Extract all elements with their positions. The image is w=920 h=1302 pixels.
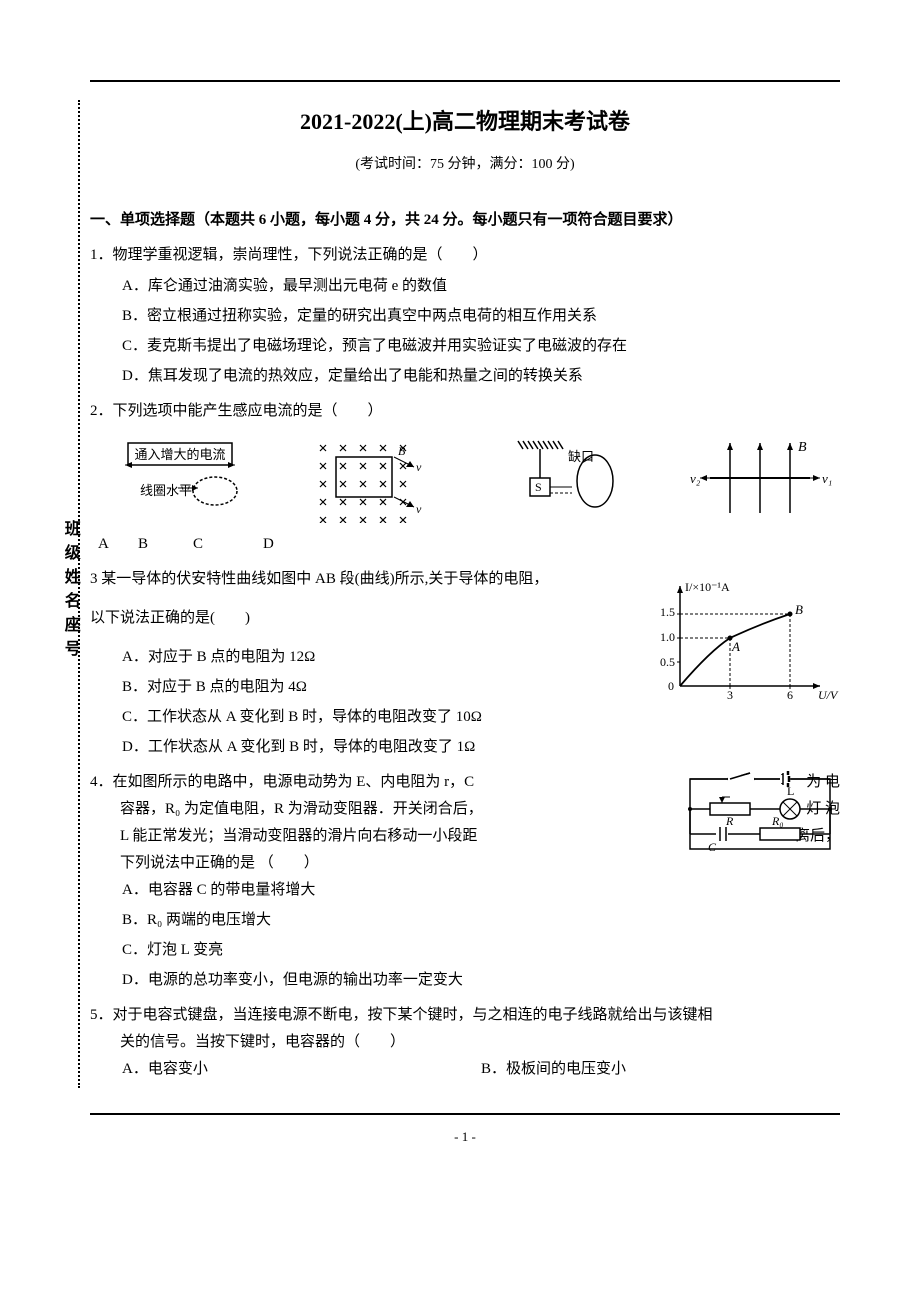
section-1-title: 一、单项选择题（本题共 6 小题，每小题 4 分，共 24 分。每小题只有一项符… [90, 207, 840, 234]
svg-text:B: B [798, 440, 807, 455]
svg-text:通入增大的电流: 通入增大的电流 [134, 447, 225, 462]
q4-line1: 4．在如图所示的电路中，电源电动势为 E、内电阻为 r，C [90, 769, 474, 796]
svg-text:R₀: R₀ [771, 814, 784, 828]
q2-options-row: A B C D [90, 531, 840, 558]
q4-option-d: D．电源的总功率变小，但电源的输出功率一定变大 [90, 967, 840, 994]
sidebar-label: 班级姓名座号 [55, 520, 84, 664]
svg-text:B: B [398, 444, 406, 458]
svg-text:0: 0 [668, 679, 674, 693]
q2-text: 2．下列选项中能产生感应电流的是（ ） [90, 398, 840, 425]
svg-text:3: 3 [727, 688, 733, 702]
q1-option-d: D．焦耳发现了电流的热效应，定量给出了电能和热量之间的转换关系 [90, 363, 840, 390]
q1-option-a: A．库仑通过油滴实验，最早测出元电荷 e 的数值 [90, 273, 840, 300]
q1-option-c: C．麦克斯韦提出了电磁场理论，预言了电磁波并用实验证实了电磁波的存在 [90, 333, 840, 360]
q3-option-c: C．工作状态从 A 变化到 B 时，导体的电阻改变了 10Ω [90, 704, 840, 731]
q2-diagram-d: B v₁ v₂ [690, 433, 840, 523]
svg-text:缺口: 缺口 [568, 449, 594, 464]
svg-text:v: v [416, 460, 422, 474]
q4-line2: 容器，R₀ 为定值电阻，R 为滑动变阻器．开关闭合后， [90, 796, 483, 823]
svg-text:1.0: 1.0 [660, 630, 675, 644]
page-title: 2021-2022(上)高二物理期末考试卷 [90, 102, 840, 142]
svg-text:线圈水平: 线圈水平 [140, 483, 192, 498]
question-3: 3 某一导体的伏安特性曲线如图中 AB 段(曲线)所示,关于导体的电阻， 以下说… [90, 566, 840, 761]
q4-option-c: C．灯泡 L 变亮 [90, 937, 840, 964]
svg-text:I/×10⁻¹A: I/×10⁻¹A [685, 580, 730, 594]
q2-diagram-a: 通入增大的电流 线圈水平 [110, 433, 250, 523]
q2-options-letters: A B C D [98, 531, 274, 558]
q2-diagrams: 通入增大的电流 线圈水平 [90, 433, 840, 523]
q1-text: 1．物理学重视逻辑，崇尚理性，下列说法正确的是（ ） [90, 242, 840, 269]
svg-text:v₂: v₂ [690, 471, 701, 486]
svg-text:U/V: U/V [818, 688, 839, 702]
svg-text:L: L [787, 784, 794, 798]
q4-option-a: A．电容器 C 的带电量将增大 [90, 877, 840, 904]
question-1: 1．物理学重视逻辑，崇尚理性，下列说法正确的是（ ） A．库仑通过油滴实验，最早… [90, 242, 840, 390]
q1-option-b: B．密立根通过扭称实验，定量的研究出真空中两点电荷的相互作用关系 [90, 303, 840, 330]
q5-text-line2: 关的信号。当按下键时，电容器的（ ） [90, 1029, 840, 1056]
svg-text:R: R [725, 814, 734, 828]
svg-text:v: v [416, 502, 422, 516]
svg-text:1.5: 1.5 [660, 605, 675, 619]
svg-text:v₁: v₁ [822, 471, 832, 486]
svg-text:C: C [708, 840, 717, 854]
q3-option-d: D．工作状态从 A 变化到 B 时，导体的电阻改变了 1Ω [90, 734, 840, 761]
top-border [90, 80, 840, 82]
svg-text:6: 6 [787, 688, 793, 702]
q5-text-line1: 5．对于电容式键盘，当连接电源不断电，按下某个键时，与之相连的电子线路就给出与该… [90, 1002, 840, 1029]
q2-diagram-c: S 缺口 [500, 433, 630, 523]
q5-option-b: B．极板间的电压变小 [481, 1056, 840, 1083]
q5-option-a: A．电容变小 [122, 1056, 481, 1083]
q4-circuit-diagram: R L C R₀ [680, 769, 840, 859]
svg-text:S: S [535, 480, 542, 494]
question-5: 5．对于电容式键盘，当连接电源不断电，按下某个键时，与之相连的电子线路就给出与该… [90, 1002, 840, 1083]
q2-diagram-b: B v v [310, 433, 440, 523]
bottom-border [90, 1113, 840, 1115]
q5-options-row: A．电容变小 B．极板间的电压变小 [90, 1056, 840, 1083]
page-number: - 1 - [90, 1125, 840, 1148]
q4-line3: L 能正常发光；当滑动变阻器的滑片向右移动一小段距 [90, 823, 477, 850]
svg-text:B: B [795, 602, 803, 617]
question-2: 2．下列选项中能产生感应电流的是（ ） 通入增大的电流 线圈水平 [90, 398, 840, 558]
q4-option-b: B．R₀ 两端的电压增大 [90, 907, 840, 934]
question-4: 4．在如图所示的电路中，电源电动势为 E、内电阻为 r，C 为 电 容器，R₀ … [90, 769, 840, 994]
subtitle: (考试时间：75 分钟，满分：100 分) [90, 152, 840, 177]
q3-iv-chart: I/×10⁻¹A U/V 0 0.5 1.0 1.5 3 6 A B [650, 576, 840, 706]
svg-text:0.5: 0.5 [660, 655, 675, 669]
svg-text:A: A [731, 639, 740, 654]
